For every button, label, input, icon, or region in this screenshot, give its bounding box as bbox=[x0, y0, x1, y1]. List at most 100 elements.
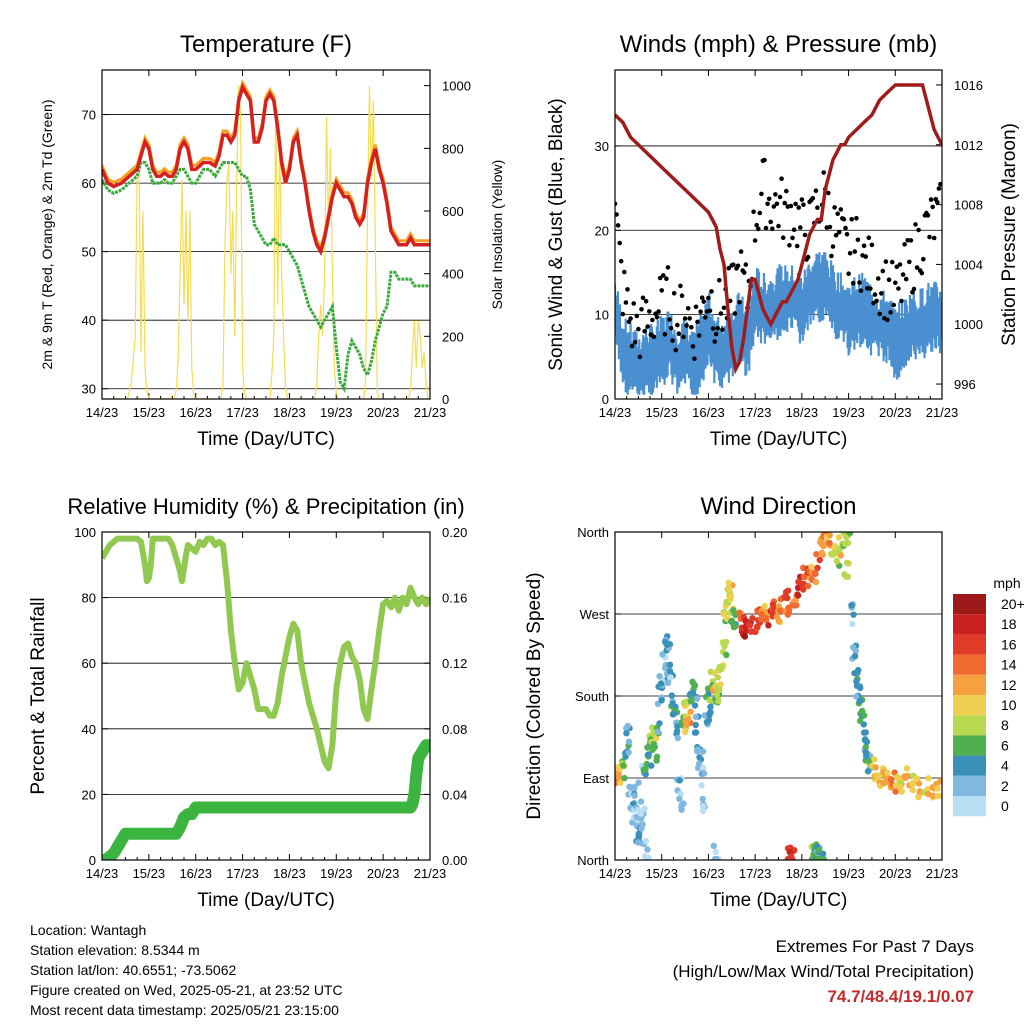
direction-point bbox=[853, 678, 860, 685]
gust-point bbox=[903, 276, 909, 282]
y2-tick-label: 200 bbox=[442, 329, 464, 344]
y-tick-label: North bbox=[577, 853, 609, 868]
gust-point bbox=[796, 205, 801, 210]
temp-2m-line bbox=[102, 82, 430, 257]
gust-point bbox=[679, 293, 685, 299]
panel-2: Winds (mph) & Pressure (mb) 14/23 15/23 16/… bbox=[546, 31, 1020, 450]
direction-point bbox=[641, 805, 648, 812]
gust-point bbox=[707, 308, 713, 314]
direction-point bbox=[857, 717, 864, 725]
direction-point bbox=[723, 615, 730, 622]
gust-point bbox=[801, 202, 806, 207]
direction-point bbox=[631, 792, 638, 799]
gust-point bbox=[651, 334, 657, 340]
gust-point bbox=[706, 295, 711, 301]
legend-swatch bbox=[953, 796, 986, 817]
direction-point bbox=[637, 810, 645, 817]
gust-point bbox=[866, 235, 872, 241]
gust-point bbox=[894, 264, 900, 270]
direction-point bbox=[736, 609, 743, 616]
direction-point bbox=[784, 587, 792, 594]
gust-point bbox=[629, 343, 635, 349]
y-tick-label: 30 bbox=[82, 382, 96, 397]
direction-point bbox=[804, 582, 812, 590]
gust-point bbox=[907, 259, 912, 265]
direction-point bbox=[790, 602, 798, 609]
gust-point bbox=[675, 322, 680, 328]
y-tick-label: 100 bbox=[74, 525, 96, 540]
gust-point bbox=[718, 311, 724, 316]
direction-point bbox=[909, 786, 917, 794]
direction-point bbox=[841, 571, 848, 578]
gust-point bbox=[925, 213, 931, 218]
gust-points bbox=[615, 157, 942, 362]
gust-point bbox=[689, 325, 694, 330]
direction-point bbox=[784, 611, 791, 618]
direction-point bbox=[844, 539, 852, 546]
direction-point bbox=[704, 685, 712, 692]
gust-point bbox=[802, 232, 808, 238]
direction-point bbox=[833, 557, 840, 565]
direction-point bbox=[794, 592, 802, 599]
y2-tick-label: 600 bbox=[442, 204, 464, 219]
plot-area bbox=[102, 79, 430, 399]
extremes-subtitle: (High/Low/Max Wind/Total Precipitation) bbox=[672, 962, 974, 981]
direction-point bbox=[701, 712, 708, 719]
gust-point bbox=[815, 205, 820, 210]
gust-point bbox=[914, 265, 920, 270]
x-tick-label: 16/23 bbox=[179, 405, 212, 420]
direction-point bbox=[929, 792, 937, 799]
direction-point bbox=[699, 807, 707, 815]
direction-point bbox=[811, 569, 819, 577]
gust-point bbox=[615, 223, 621, 228]
gust-point bbox=[732, 311, 738, 316]
data-timestamp: Most recent data timestamp: 2025/05/21 2… bbox=[30, 1002, 339, 1018]
direction-point bbox=[689, 678, 696, 685]
direction-point bbox=[769, 601, 777, 608]
panel-title: Relative Humidity (%) & Precipitation (i… bbox=[67, 494, 464, 519]
panel-title: Winds (mph) & Pressure (mb) bbox=[620, 31, 937, 58]
direction-point bbox=[666, 668, 674, 675]
direction-point bbox=[644, 846, 651, 853]
gust-point bbox=[889, 259, 895, 265]
y2-tick-label: 1012 bbox=[954, 138, 983, 153]
x-tick-label: 18/23 bbox=[786, 866, 819, 881]
gust-point bbox=[846, 271, 851, 277]
y-tick-label: 80 bbox=[82, 591, 96, 606]
gust-point bbox=[640, 295, 646, 301]
gust-point bbox=[921, 256, 926, 262]
x-tick-label: 17/23 bbox=[739, 405, 772, 420]
dewpoint-line bbox=[102, 161, 430, 394]
x-tick-label: 16/23 bbox=[692, 405, 725, 420]
gust-point bbox=[821, 170, 826, 175]
legend-swatch bbox=[953, 735, 986, 756]
direction-point bbox=[777, 607, 784, 614]
direction-point bbox=[792, 597, 799, 604]
x-tick-label: 20/23 bbox=[367, 866, 400, 881]
y2-tick-label: 0.20 bbox=[442, 525, 467, 540]
y2-tick-label: 0.04 bbox=[442, 787, 467, 802]
gust-point bbox=[698, 309, 703, 315]
direction-point bbox=[862, 743, 869, 751]
extremes-title: Extremes For Past 7 Days bbox=[775, 937, 974, 956]
direction-point bbox=[855, 666, 862, 674]
gust-point bbox=[743, 262, 749, 267]
direction-point bbox=[763, 616, 770, 624]
gust-point bbox=[794, 243, 800, 249]
direction-point bbox=[904, 772, 911, 780]
direction-point bbox=[689, 689, 697, 697]
gust-point bbox=[899, 298, 904, 304]
x-tick-label: 15/23 bbox=[133, 866, 166, 881]
direction-point bbox=[670, 711, 677, 718]
direction-point bbox=[913, 775, 921, 782]
gust-point bbox=[642, 329, 647, 334]
gust-point bbox=[685, 306, 691, 311]
direction-point bbox=[712, 848, 719, 856]
gust-point bbox=[682, 316, 688, 321]
direction-point bbox=[820, 542, 827, 550]
gust-point bbox=[793, 201, 798, 207]
gust-point bbox=[709, 289, 714, 294]
gust-point bbox=[650, 317, 655, 323]
gust-point bbox=[662, 332, 668, 337]
